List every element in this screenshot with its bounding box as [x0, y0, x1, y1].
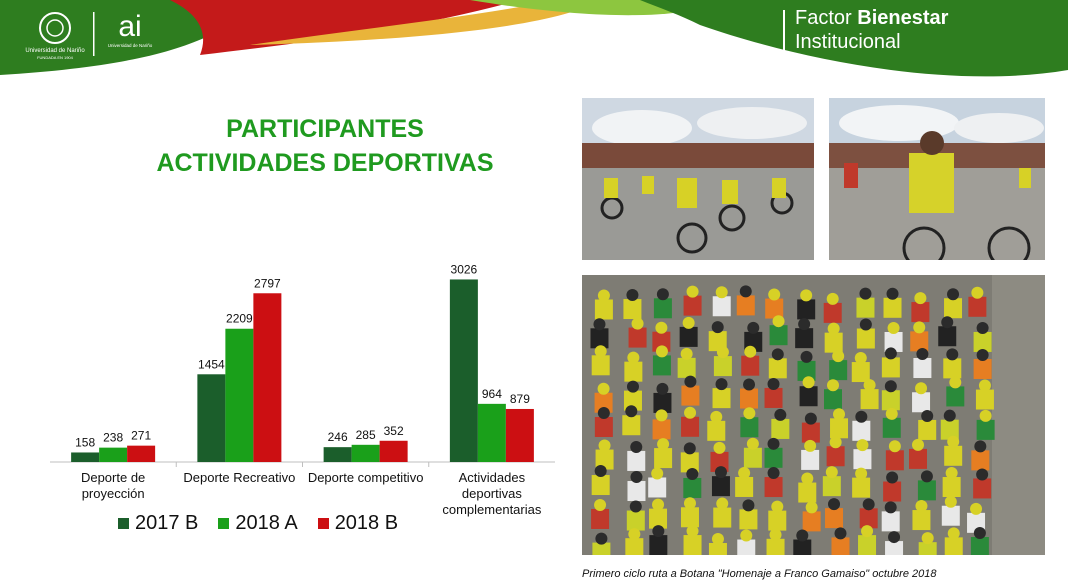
bar [71, 452, 100, 462]
banner-green-left [0, 0, 260, 75]
crowd-cyclists-photo [582, 275, 1045, 555]
data-label: 246 [328, 430, 348, 444]
legend-item: 2018 B [317, 512, 399, 535]
university-logo: Universidad de Nariño FUNDADA EN 1904 ai… [25, 10, 152, 60]
factor-line2: Institucional [795, 31, 901, 53]
factor-heading: Factor Bienestar Institucional [783, 6, 949, 54]
data-label: 2209 [226, 312, 253, 326]
banner-yellow-wave [250, 0, 600, 45]
category-label: Deporte competitivo [308, 470, 424, 485]
legend-swatch [118, 518, 129, 529]
cyclists-photo [582, 98, 814, 260]
banner-red-wave [170, 0, 520, 55]
bar [449, 279, 478, 462]
logo-ai: ai [118, 10, 141, 43]
legend-item: 2017 B [118, 512, 198, 535]
bar [323, 447, 352, 462]
bar [351, 444, 380, 462]
data-label: 964 [482, 387, 502, 401]
bar [253, 293, 282, 462]
legend-swatch [218, 518, 230, 529]
bar [477, 403, 506, 462]
chart-title: PARTICIPANTES ACTIVIDADES DEPORTIVAS [110, 112, 540, 180]
category-label: Deporte Recreativo [183, 470, 295, 485]
legend-item: 2018 A [218, 512, 298, 535]
data-label: 3026 [451, 262, 478, 276]
data-label: 879 [510, 392, 530, 406]
data-label: 271 [131, 429, 151, 443]
chart-title-line1: PARTICIPANTES [226, 115, 424, 143]
chart-legend: 2017 B 2018 A 2018 B [118, 512, 398, 535]
data-label: 1454 [198, 357, 225, 371]
category-label: deportivas [462, 486, 522, 501]
bar [197, 374, 226, 462]
banner-green-right [640, 0, 1068, 77]
bar [99, 447, 128, 462]
legend-label: 2018 B [334, 512, 399, 534]
factor-bold: Bienestar [857, 7, 949, 29]
logo-university-sub: FUNDADA EN 1904 [37, 55, 74, 60]
bar [379, 440, 408, 462]
logo-ai-sub: Universidad de Nariño [108, 43, 153, 48]
chart-title-line2: ACTIVIDADES DEPORTIVAS [156, 149, 494, 177]
logo-university-name: Universidad de Nariño [25, 48, 85, 54]
factor-prefix: Factor [795, 7, 858, 29]
bar [127, 445, 156, 462]
photo-caption: Primero ciclo ruta a Botana "Homenaje a … [582, 568, 937, 580]
data-label: 2797 [254, 276, 281, 290]
category-label: proyección [82, 486, 145, 501]
bar [505, 408, 534, 462]
category-label: Deporte de [81, 470, 145, 485]
data-label: 352 [384, 424, 404, 438]
data-label: 158 [75, 435, 95, 449]
factor-separator [783, 10, 785, 52]
legend-label: 2018 A [235, 512, 298, 534]
header-banner: Universidad de Nariño FUNDADA EN 1904 ai… [0, 0, 1068, 90]
category-label: Actividades [459, 470, 526, 485]
cyclist-photo [829, 98, 1045, 260]
category-label: complementarias [442, 502, 541, 517]
data-label: 238 [103, 431, 123, 445]
legend-swatch [317, 518, 329, 529]
legend-label: 2017 B [135, 512, 199, 534]
bar [225, 328, 254, 462]
data-label: 285 [356, 428, 376, 442]
